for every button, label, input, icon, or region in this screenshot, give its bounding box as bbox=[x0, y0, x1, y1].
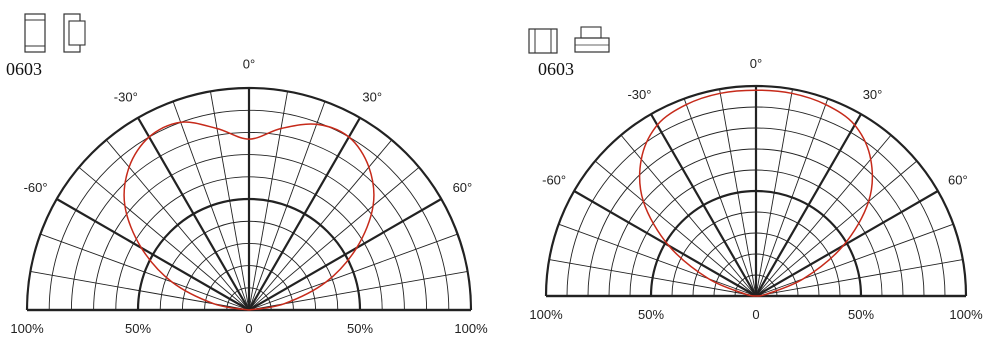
grid-spoke bbox=[755, 113, 862, 297]
grid-spoke bbox=[137, 117, 250, 311]
grid-spoke bbox=[755, 259, 963, 297]
chip-led-end-view-icon bbox=[574, 25, 610, 60]
angle-tick-label: -60° bbox=[542, 172, 566, 187]
chip-led-side-view-icon bbox=[63, 13, 87, 58]
grid-spoke bbox=[719, 89, 757, 297]
grid-spoke bbox=[40, 233, 250, 311]
angle-tick-label: 60° bbox=[453, 180, 473, 195]
angle-tick-label: -30° bbox=[114, 90, 138, 105]
angle-tick-label: 0° bbox=[243, 57, 255, 72]
grid-spoke bbox=[755, 190, 939, 297]
radial-tick-label: 100% bbox=[529, 307, 563, 322]
grid-spoke bbox=[248, 139, 393, 311]
angle-tick-label: 30° bbox=[362, 90, 382, 105]
grid-spoke bbox=[56, 198, 250, 311]
grid-spoke bbox=[248, 166, 420, 311]
angle-tick-label: -30° bbox=[627, 87, 651, 102]
grid-spoke bbox=[755, 223, 954, 297]
grid-spoke bbox=[755, 160, 918, 297]
radial-tick-label: 100% bbox=[949, 307, 983, 322]
grid-spoke bbox=[573, 190, 757, 297]
grid-spoke bbox=[248, 198, 442, 311]
grid-spoke bbox=[549, 259, 757, 297]
chip-led-front-view-icon bbox=[528, 28, 558, 59]
radial-tick-label: 50% bbox=[638, 307, 664, 322]
grid-spoke bbox=[248, 101, 326, 311]
radial-tick-label: 0 bbox=[245, 321, 252, 336]
angle-tick-label: -60° bbox=[24, 180, 48, 195]
radial-tick-label: 50% bbox=[125, 321, 151, 336]
angle-tick-label: 60° bbox=[948, 172, 968, 187]
radial-tick-label: 100% bbox=[454, 321, 488, 336]
grid-spoke bbox=[755, 98, 829, 297]
angle-tick-label: 0° bbox=[750, 56, 762, 71]
grid-spoke bbox=[755, 134, 892, 297]
grid-spoke bbox=[248, 117, 361, 311]
radial-tick-label: 100% bbox=[10, 321, 44, 336]
grid-spoke bbox=[78, 166, 250, 311]
grid-spoke bbox=[558, 223, 757, 297]
radial-tick-label: 50% bbox=[848, 307, 874, 322]
grid-spoke bbox=[620, 134, 757, 297]
radiation-pattern-curve bbox=[123, 121, 375, 311]
radial-tick-label: 50% bbox=[347, 321, 373, 336]
grid-spoke bbox=[755, 89, 793, 297]
radial-tick-label: 0 bbox=[752, 307, 759, 322]
chip-led-top-view-icon bbox=[24, 13, 46, 58]
radiation-pattern-curve bbox=[638, 89, 874, 297]
grid-spoke bbox=[172, 101, 250, 311]
grid-spoke bbox=[594, 160, 757, 297]
grid-spoke bbox=[105, 139, 250, 311]
grid-spoke bbox=[683, 98, 757, 297]
grid-spoke bbox=[650, 113, 757, 297]
grid-spoke bbox=[248, 233, 458, 311]
package-label-right: 0603 bbox=[538, 59, 574, 79]
angle-tick-label: 30° bbox=[863, 87, 883, 102]
polar-grid bbox=[544, 84, 968, 298]
package-label-left: 0603 bbox=[6, 59, 42, 79]
